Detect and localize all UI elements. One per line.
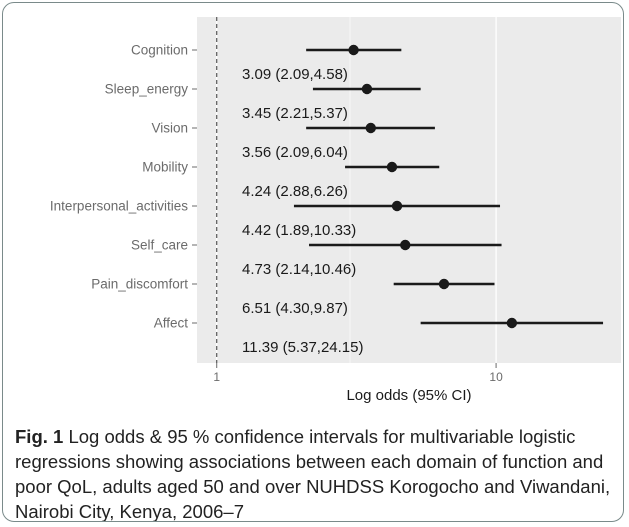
category-label: Sleep_energy (105, 82, 189, 97)
x-axis-title: Log odds (95% CI) (346, 387, 471, 404)
forest-plot: Cognition 3.09 (2.09,4.58) Sleep_energy 3.4… (50, 17, 621, 404)
category-label: Affect (154, 316, 189, 331)
ci-annotation: 3.09 (2.09,4.58) (242, 66, 348, 83)
ci-annotation: 11.39 (5.37,24.15) (242, 339, 363, 356)
estimate-point (438, 278, 450, 290)
estimate-point (391, 200, 403, 212)
ci-annotation: 6.51 (4.30,9.87) (242, 300, 348, 317)
ci-annotation: 3.56 (2.09,6.04) (242, 144, 348, 161)
x-tick-label: 1 (213, 370, 220, 384)
figure-caption: Fig. 1 Log odds & 95 % confidence interv… (15, 424, 613, 522)
plot-panel (197, 17, 621, 363)
category-label: Cognition (131, 43, 188, 58)
ci-annotation: 4.24 (2.88,6.26) (242, 183, 348, 200)
estimate-point (348, 44, 359, 56)
ci-annotation: 4.42 (1.89,10.33) (242, 222, 356, 239)
category-label: Interpersonal_activities (50, 199, 188, 214)
estimate-point (365, 122, 376, 134)
category-label: Mobility (142, 160, 188, 175)
category-label: Vision (151, 121, 188, 136)
estimate-point (506, 317, 518, 329)
figure-frame: Cognition 3.09 (2.09,4.58) Sleep_energy 3.4… (2, 2, 624, 522)
category-label: Pain_discomfort (91, 277, 188, 292)
category-label: Self_care (131, 238, 188, 253)
estimate-point (361, 83, 373, 95)
x-tick-label: 10 (489, 370, 503, 384)
ci-annotation: 3.45 (2.21,5.37) (242, 105, 348, 122)
estimate-point (400, 239, 411, 251)
figure-label: Fig. 1 (15, 426, 64, 447)
ci-annotation: 4.73 (2.14,10.46) (242, 261, 356, 278)
caption-text: Log odds & 95 % confidence intervals for… (15, 426, 611, 522)
estimate-point (386, 161, 398, 173)
